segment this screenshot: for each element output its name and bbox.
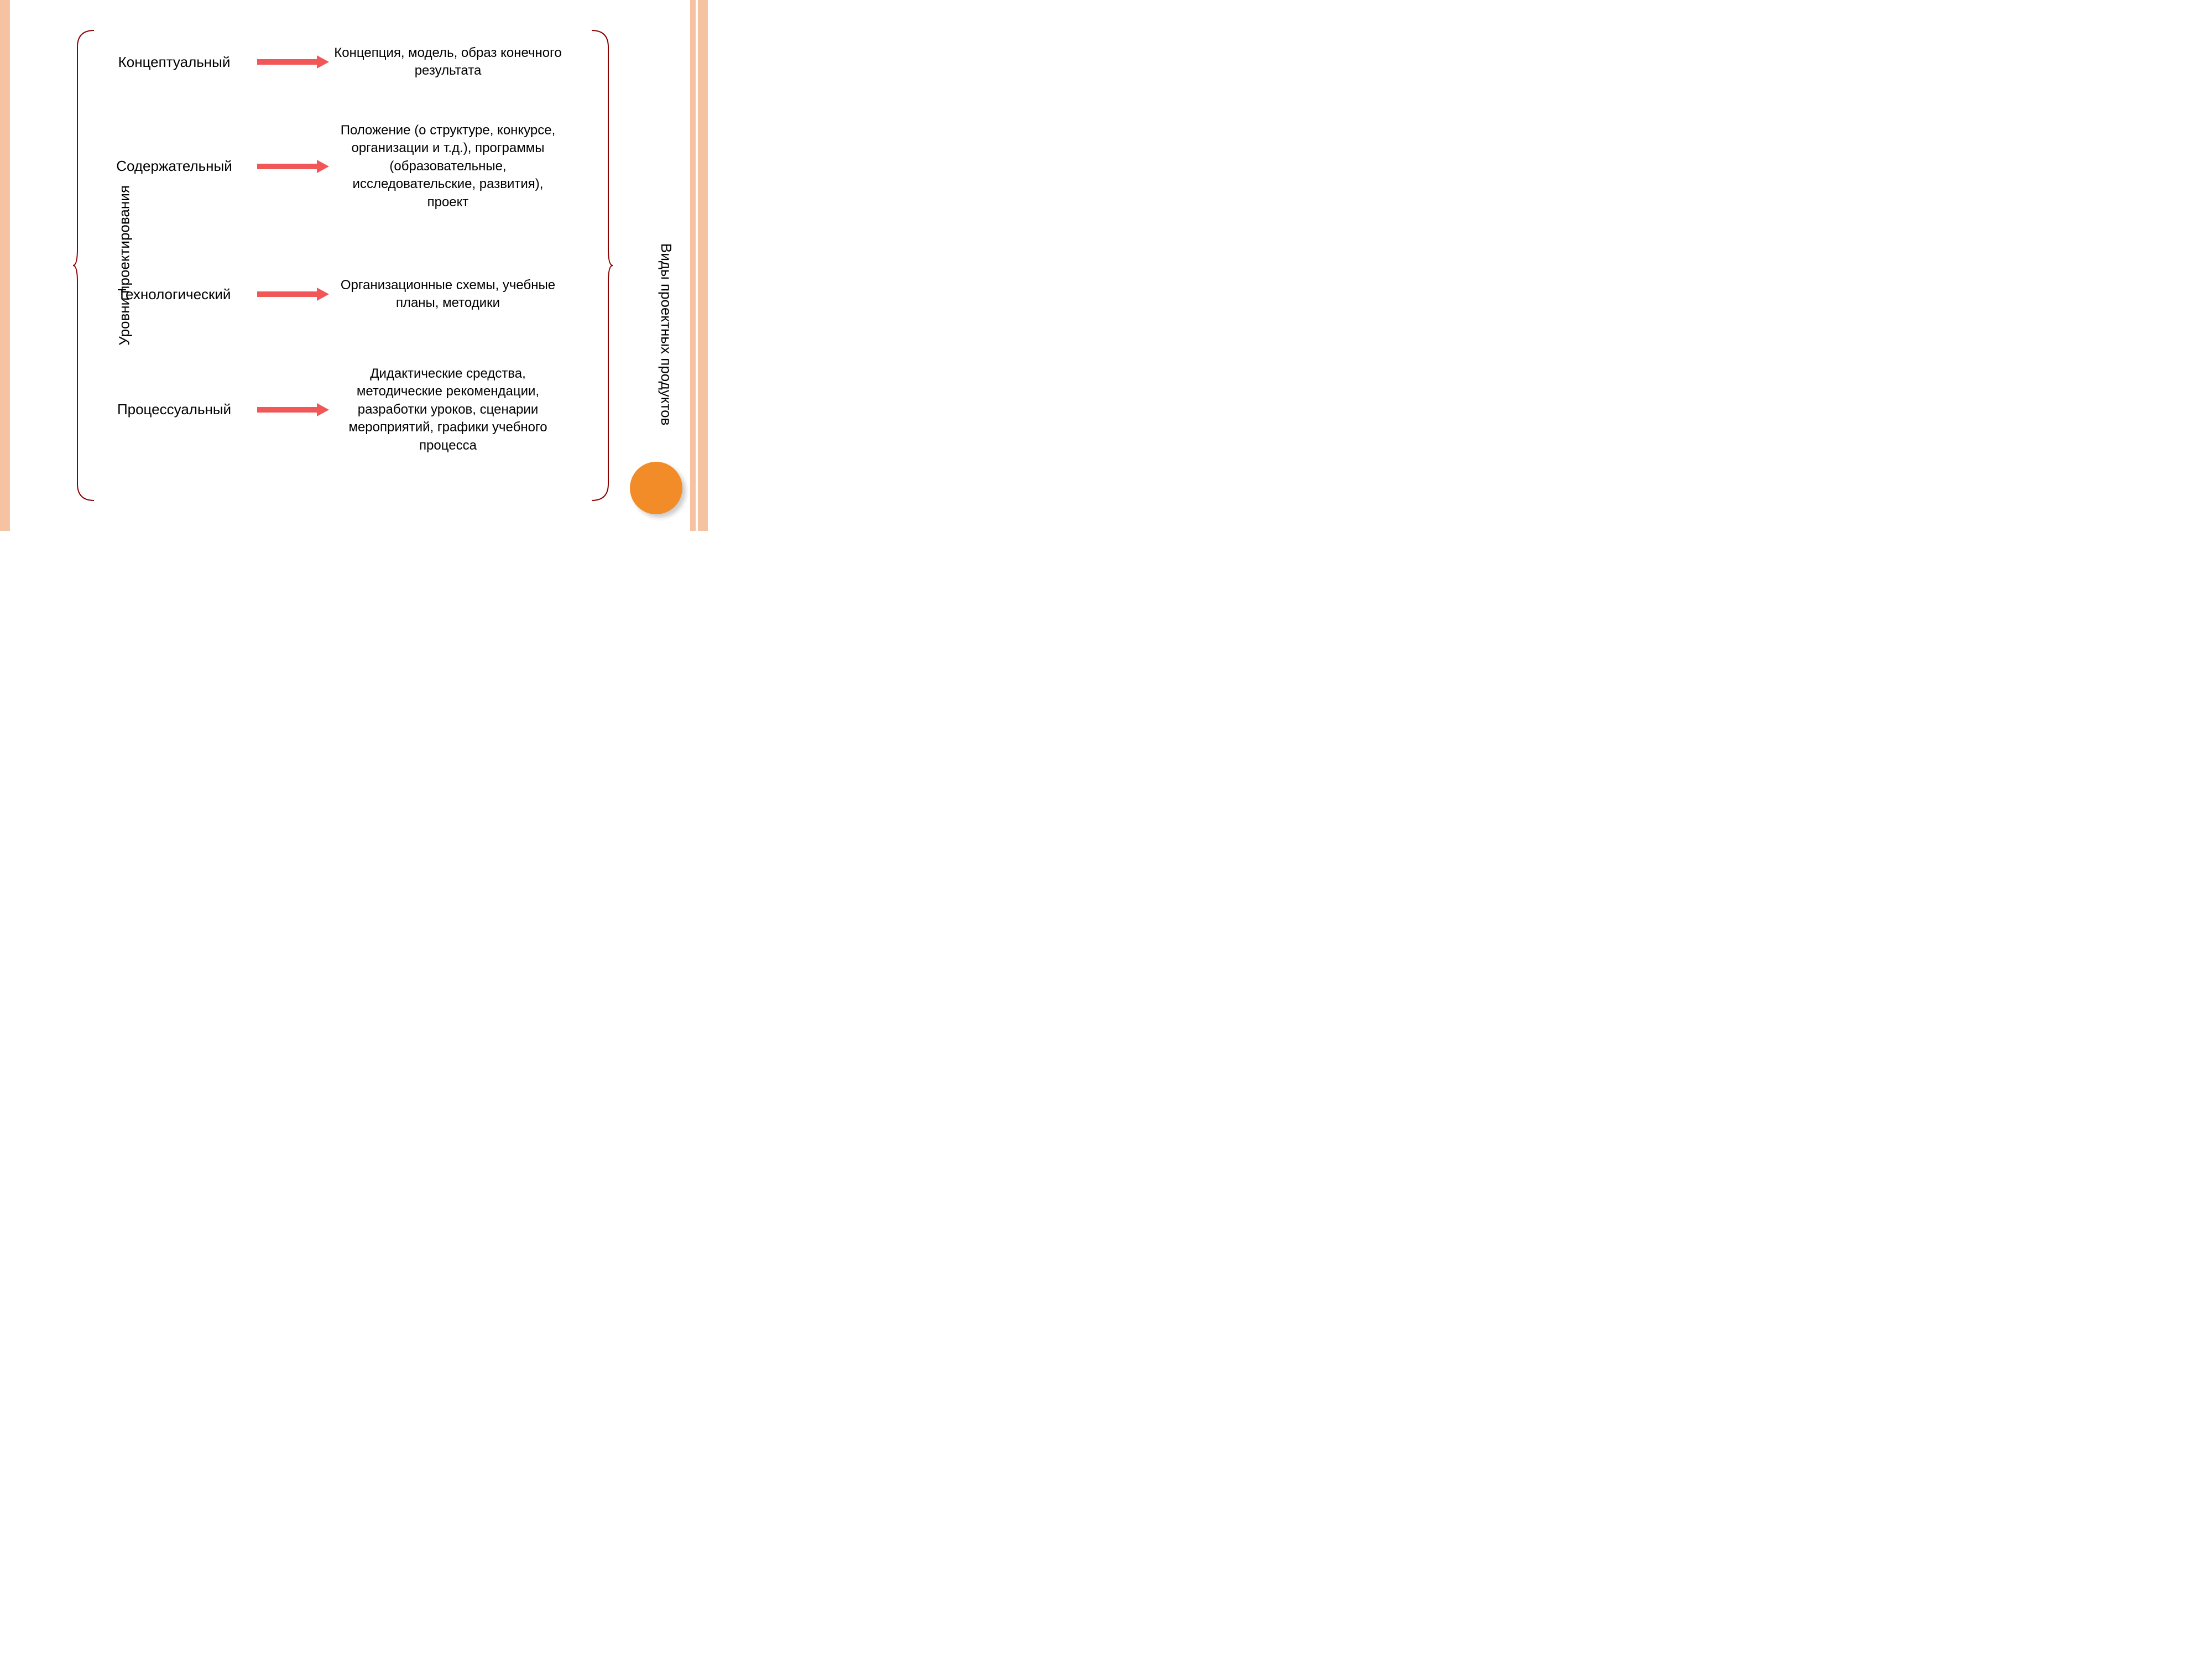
arrow-icon <box>254 158 332 175</box>
diagram-row: Содержательный Положение (о структуре, ко… <box>94 122 581 211</box>
arrow-icon <box>254 53 332 71</box>
product-description: Концепция, модель, образ конечного резул… <box>332 44 564 80</box>
product-description: Организационные схемы, учебные планы, ме… <box>332 276 564 312</box>
left-accent-bar <box>0 0 10 531</box>
diagram-row: Технологический Организационные схемы, уч… <box>94 276 581 312</box>
arrow-icon <box>254 401 332 419</box>
diagram-row: Процессуальный Дидактические средства, ме… <box>94 365 581 455</box>
diagram-row: Концептуальный Концепция, модель, образ к… <box>94 44 581 80</box>
decorative-circle <box>630 462 682 514</box>
level-label: Процессуальный <box>94 401 254 418</box>
right-brace <box>586 0 614 531</box>
level-label: Содержательный <box>94 158 254 175</box>
product-description: Дидактические средства, методические рек… <box>332 365 564 455</box>
level-label: Концептуальный <box>94 54 254 71</box>
level-label: Технологический <box>94 286 254 303</box>
arrow-icon <box>254 285 332 303</box>
right-vertical-label: Виды проектных продуктов <box>658 243 675 425</box>
right-accent-bar-outer <box>698 0 708 531</box>
right-accent-bar-inner <box>690 0 696 531</box>
product-description: Положение (о структуре, конкурсе, органи… <box>332 122 564 211</box>
